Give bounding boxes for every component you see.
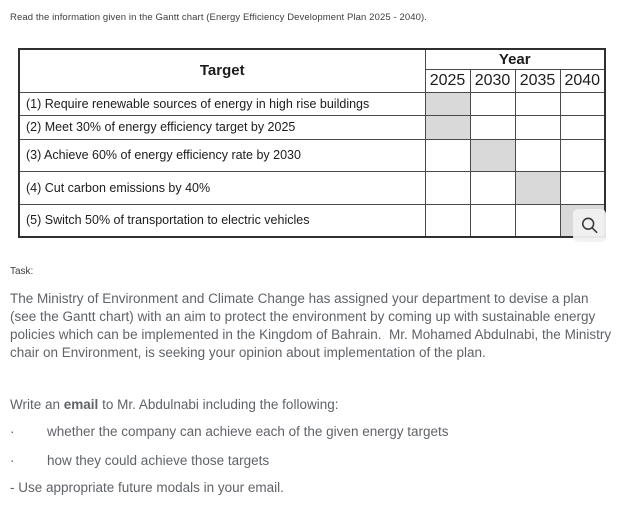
gantt-cell — [424, 114, 471, 140]
magnifier-icon — [579, 215, 600, 236]
bullet-item: · whether the company can achieve each o… — [10, 424, 449, 439]
gantt-cell — [424, 203, 471, 238]
gantt-cell — [469, 170, 516, 205]
gantt-chart-image: Target Year 2025 2030 2035 2040 (1) Requ… — [18, 48, 606, 242]
gantt-row: (4) Cut carbon emissions by 40% — [18, 170, 606, 205]
year-label-2040: 2040 — [559, 68, 606, 93]
target-label: (5) Switch 50% of transportation to elec… — [18, 203, 426, 238]
gantt-cell — [559, 170, 606, 205]
future-modals-note: - Use appropriate future modals in your … — [10, 480, 284, 495]
bullet-dot: · — [10, 453, 15, 468]
gantt-cell — [514, 170, 561, 205]
gantt-cell — [469, 138, 516, 172]
gantt-years-row: 2025 2030 2035 2040 — [19, 68, 606, 93]
gantt-cell — [424, 170, 471, 205]
write-suffix: to Mr. Abdulnabi including the following… — [98, 397, 339, 412]
gantt-row: (2) Meet 30% of energy efficiency target… — [18, 114, 606, 140]
bullet-dot: · — [10, 424, 15, 439]
gantt-table: Target Year 2025 2030 2035 2040 (1) Requ… — [18, 48, 606, 238]
gantt-cell — [469, 114, 516, 140]
bullet-text: whether the company can achieve each of … — [47, 424, 449, 439]
gantt-cell — [469, 203, 516, 238]
write-email-instruction: Write an email to Mr. Abdulnabi includin… — [10, 397, 338, 412]
target-column-header: Target — [18, 48, 426, 93]
year-label-2030: 2030 — [469, 68, 516, 93]
gantt-row: (5) Switch 50% of transportation to elec… — [18, 203, 606, 238]
target-label: (4) Cut carbon emissions by 40% — [18, 170, 426, 205]
gantt-cell — [559, 138, 606, 172]
gantt-cell — [469, 91, 516, 116]
gantt-row: (3) Achieve 60% of energy efficiency rat… — [18, 138, 606, 172]
gantt-cell — [514, 203, 561, 238]
year-column-header: Year — [424, 48, 606, 70]
task-paragraph: The Ministry of Environment and Climate … — [10, 291, 615, 360]
year-label-2035: 2035 — [514, 68, 561, 93]
target-label: (3) Achieve 60% of energy efficiency rat… — [18, 138, 426, 172]
gantt-header-row: Target Year — [18, 48, 606, 93]
email-bold-word: email — [63, 397, 99, 412]
gantt-cell — [424, 91, 471, 116]
bullet-text: how they could achieve those targets — [47, 453, 270, 468]
image-zoom-button[interactable] — [573, 209, 606, 242]
bullet-item: · how they could achieve those targets — [10, 453, 269, 468]
gantt-cell — [514, 114, 561, 140]
gantt-cell — [559, 114, 606, 140]
task-label: Task: — [10, 266, 34, 277]
gantt-cell — [514, 138, 561, 172]
intro-text: Read the information given in the Gantt … — [10, 12, 427, 23]
target-label: (2) Meet 30% of energy efficiency target… — [18, 114, 426, 140]
year-label-2025: 2025 — [424, 68, 471, 93]
target-label: (1) Require renewable sources of energy … — [18, 91, 426, 116]
gantt-cell — [514, 91, 561, 116]
gantt-cell — [424, 138, 471, 172]
gantt-cell — [559, 91, 606, 116]
write-prefix: Write an — [10, 397, 64, 412]
gantt-row: (1) Require renewable sources of energy … — [18, 91, 606, 116]
